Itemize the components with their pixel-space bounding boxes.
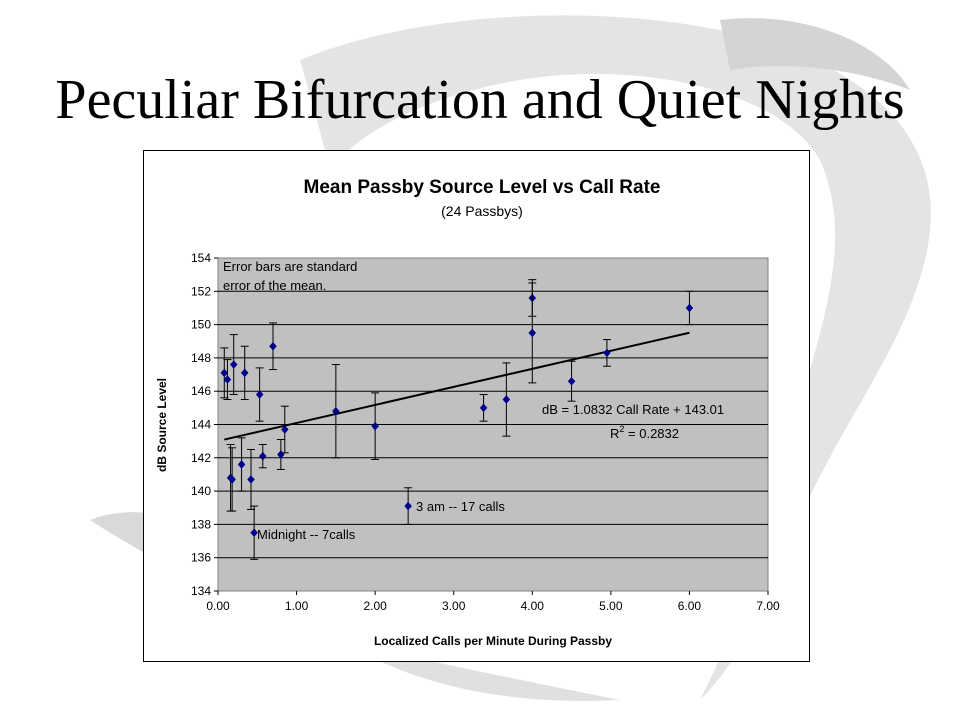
data-point [240, 368, 249, 378]
error-note-line1: Error bars are standard [223, 259, 357, 274]
y-tick-label: 134 [191, 584, 211, 598]
y-tick-label: 136 [191, 551, 211, 565]
chart-container: Mean Passby Source Level vs Call Rate (2… [143, 150, 810, 662]
r-squared-exponent: 2 [619, 424, 624, 434]
data-point [229, 360, 238, 369]
y-tick-label: 140 [191, 484, 211, 498]
x-tick-label: 7.00 [756, 599, 780, 613]
data-point [237, 460, 246, 469]
x-tick-label: 5.00 [599, 599, 623, 613]
x-tick-label: 4.00 [521, 599, 545, 613]
y-axis-label: dB Source Level [155, 378, 169, 472]
x-tick-label: 0.00 [206, 599, 230, 613]
data-point [269, 341, 277, 351]
y-tick-label: 142 [191, 451, 211, 465]
x-axis-label: Localized Calls per Minute During Passby [374, 634, 612, 648]
y-tick-label: 138 [191, 517, 211, 531]
data-point [528, 328, 537, 338]
data-point [603, 348, 611, 358]
data-point [332, 406, 340, 416]
y-tick-label: 150 [191, 318, 211, 332]
slide-title: Peculiar Bifurcation and Quiet Nights [55, 69, 905, 131]
trend-equation: dB = 1.0832 Call Rate + 143.01 [542, 402, 724, 417]
trendline [224, 331, 690, 441]
trendline-group [224, 331, 690, 441]
data-point [258, 451, 267, 461]
data-point [479, 403, 488, 413]
x-tick-label: 6.00 [678, 599, 702, 613]
x-tick-label: 1.00 [285, 599, 309, 613]
data-point [371, 421, 379, 431]
y-tick-label: 154 [191, 251, 211, 265]
error-note-line2: error of the mean. [223, 278, 326, 293]
y-tick-label: 146 [191, 384, 211, 398]
data-point [250, 528, 258, 538]
grid-lines [218, 290, 768, 559]
x-tick-label: 3.00 [442, 599, 466, 613]
data-point [223, 375, 232, 384]
data-point [502, 395, 511, 404]
scatter-chart: Mean Passby Source Level vs Call Rate (2… [155, 177, 780, 648]
data-point [685, 303, 694, 313]
chart-title: Mean Passby Source Level vs Call Rate [304, 177, 661, 198]
annotation-midnight: Midnight -- 7calls [257, 527, 356, 542]
annotation-3am: 3 am -- 17 calls [416, 499, 505, 514]
y-tick-label: 152 [191, 284, 211, 298]
data-point [404, 501, 412, 511]
data-point [255, 390, 264, 399]
chart-subtitle: (24 Passbys) [441, 203, 523, 219]
y-tick-label: 144 [191, 418, 211, 432]
data-point [228, 475, 236, 484]
data-point [280, 425, 289, 434]
data-point [220, 368, 229, 378]
y-axis-ticks: 134 136 138 140 142 144 146 148 150 152 154 [191, 251, 218, 598]
data-point [567, 376, 576, 386]
r-squared-label: R2 = 0.2832 [610, 424, 679, 441]
data-points [220, 279, 694, 560]
x-axis-ticks: 0.00 1.00 2.00 3.00 4.00 5.00 6.00 7.00 [206, 591, 780, 613]
x-tick-label: 2.00 [363, 599, 387, 613]
data-point [247, 475, 255, 484]
y-tick-label: 148 [191, 351, 211, 365]
